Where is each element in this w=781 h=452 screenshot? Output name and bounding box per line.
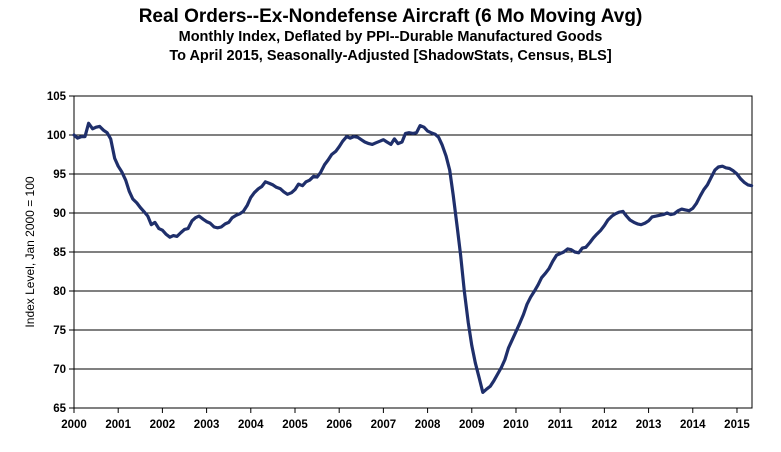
x-tick-label: 2002 (150, 419, 176, 431)
y-tick-label: 85 (53, 247, 66, 259)
x-tick-label: 2012 (592, 419, 618, 431)
y-tick-label: 100 (47, 130, 66, 142)
y-axis-label: Index Level, Jan 2000 = 100 (23, 176, 37, 327)
x-tick-label: 2008 (415, 419, 441, 431)
x-tick-label: 2001 (105, 419, 131, 431)
chart-subtitle-1: Monthly Index, Deflated by PPI--Durable … (178, 29, 603, 45)
x-tick-label: 2000 (61, 419, 87, 431)
y-tick-label: 105 (47, 91, 67, 103)
chart-subtitle-2: To April 2015, Seasonally-Adjusted [Shad… (169, 48, 612, 64)
y-tick-label: 65 (53, 403, 66, 415)
gridlines (74, 95, 752, 409)
x-axis-ticks: 2000 2001 2002 2003 2004 2005 2006 2007 2008 2009… (61, 408, 750, 431)
x-tick-label: 2010 (503, 419, 529, 431)
x-tick-label: 2005 (282, 419, 308, 431)
x-tick-label: 2004 (238, 419, 264, 431)
y-tick-label: 80 (53, 286, 66, 298)
series-line (72, 121, 754, 394)
y-tick-label: 90 (53, 208, 66, 220)
y-axis-ticks: 65 70 75 80 85 90 95 100 105 (47, 91, 74, 415)
x-tick-label: 2007 (371, 419, 397, 431)
x-tick-label: 2013 (636, 419, 662, 431)
x-tick-label: 2003 (194, 419, 220, 431)
x-tick-label: 2009 (459, 419, 485, 431)
x-tick-label: 2006 (326, 419, 352, 431)
x-tick-label: 2011 (548, 419, 574, 431)
chart-title: Real Orders--Ex-Nondefense Aircraft (6 M… (138, 6, 643, 27)
x-tick-label: 2014 (680, 419, 706, 431)
y-tick-label: 70 (53, 364, 66, 376)
y-tick-label: 75 (53, 325, 66, 337)
chart-titles: Real Orders--Ex-Nondefense Aircraft (6 M… (0, 6, 781, 66)
x-tick-label: 2015 (724, 419, 750, 431)
y-tick-label: 95 (53, 169, 66, 181)
